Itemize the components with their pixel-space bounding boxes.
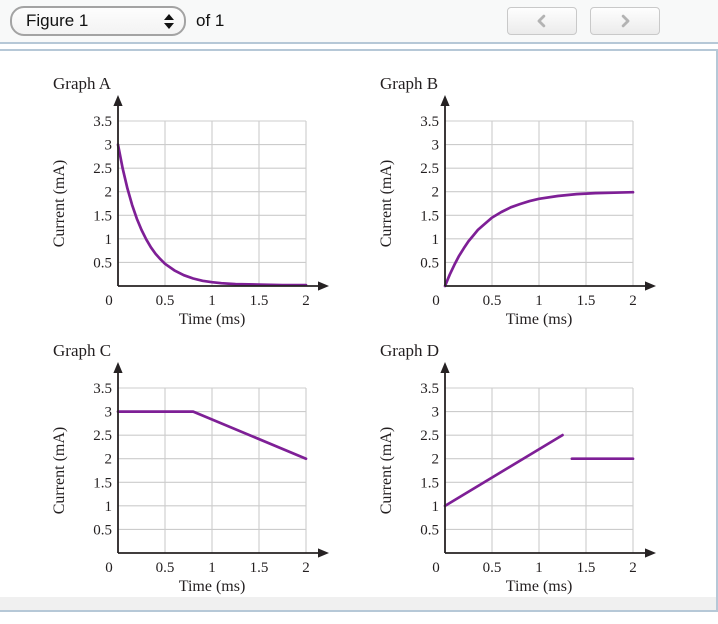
figure-panel: 0.5 1 1.5 2 2.5 3 3.5 0.5 1 1.5 2 0 Graph A Time (ms)…: [0, 49, 718, 612]
graph-a-origin-label: 0: [105, 293, 113, 309]
graph-a-title: Graph A: [53, 74, 112, 93]
figure-toolbar: Figure 1 of 1: [0, 0, 718, 44]
graph-b-curve-1: [443, 190, 635, 288]
graph-d-chart: 0.5 1 1.5 2 2.5 3 3.5 0.5 1 1.5 2 0 Graph D Time (ms)…: [378, 341, 656, 595]
graph-d-ytick-label: 3: [432, 405, 440, 421]
x-axis-arrow-icon: [318, 281, 329, 291]
graph-d-ytick-label: 3.5: [420, 381, 439, 397]
graph-b-xtick-label: 1.5: [577, 293, 596, 309]
next-figure-button[interactable]: [590, 7, 660, 35]
figure-count-label: of 1: [196, 11, 225, 30]
graph-b-ytick-label: 2.5: [420, 161, 439, 177]
figure-selector[interactable]: Figure 1: [10, 6, 186, 36]
graph-a-chart: 0.5 1 1.5 2 2.5 3 3.5 0.5 1 1.5 2 0 Graph A Time (ms)…: [51, 74, 329, 328]
graph-a-xtick-label: 0.5: [156, 293, 175, 309]
x-axis-arrow-icon: [645, 548, 656, 558]
graph-b-xtick-label: 0.5: [483, 293, 502, 309]
graph-b-ytick-label: 3.5: [420, 114, 439, 130]
graph-c-xtick-label: 2: [302, 560, 310, 576]
graph-c-xtick-label: 0.5: [156, 560, 175, 576]
graph-d-ytick-label: 2: [432, 452, 440, 468]
graph-b-xtick-label: 1: [535, 293, 543, 309]
graph-c-origin-label: 0: [105, 560, 113, 576]
graph-a-ytick-label: 1.5: [93, 208, 112, 224]
graph-c-ytick-label: 0.5: [93, 522, 112, 538]
graph-c-xlabel: Time (ms): [179, 578, 246, 595]
graph-c-ytick-label: 1: [105, 499, 113, 515]
graph-d-title: Graph D: [380, 341, 439, 360]
graph-b-ytick-label: 0.5: [420, 255, 439, 271]
y-axis-arrow-icon: [440, 95, 450, 106]
graph-d-curve-1: [443, 433, 564, 508]
graph-c-ytick-label: 1.5: [93, 475, 112, 491]
graph-d-ytick-label: 0.5: [420, 522, 439, 538]
graph-b-chart: 0.5 1 1.5 2 2.5 3 3.5 0.5 1 1.5 2 0 Graph B Time (ms)…: [378, 74, 656, 328]
chevron-right-icon: [621, 14, 630, 28]
graph-a-xtick-label: 2: [302, 293, 310, 309]
graph-d-ytick-label: 2.5: [420, 428, 439, 444]
graph-c-ylabel: Current (mA): [51, 427, 68, 515]
graph-b-ytick-label: 1: [432, 232, 440, 248]
graph-a-xtick-label: 1.5: [250, 293, 269, 309]
graph-c-xtick-label: 1.5: [250, 560, 269, 576]
graph-a-ytick-label: 2.5: [93, 161, 112, 177]
graph-a-ytick-label: 0.5: [93, 255, 112, 271]
figure-nav: [507, 7, 660, 35]
up-arrow-icon: [164, 13, 174, 20]
x-axis-arrow-icon: [318, 548, 329, 558]
graph-a-ytick-label: 3: [105, 138, 113, 154]
chevron-left-icon: [537, 14, 546, 28]
previous-figure-button[interactable]: [507, 7, 577, 35]
graph-b-ytick-label: 3: [432, 138, 440, 154]
graph-d-xtick-label: 2: [629, 560, 637, 576]
graph-c-ytick-label: 3.5: [93, 381, 112, 397]
graph-c-xtick-label: 1: [208, 560, 216, 576]
graph-a-xtick-label: 1: [208, 293, 216, 309]
graph-a-ytick-label: 2: [105, 185, 113, 201]
graph-c-title: Graph C: [53, 341, 111, 360]
graph-a-ylabel: Current (mA): [51, 160, 68, 248]
graph-b-title: Graph B: [380, 74, 438, 93]
x-axis-arrow-icon: [645, 281, 656, 291]
graph-d-ytick-label: 1: [432, 499, 440, 515]
graph-c-ytick-label: 2.5: [93, 428, 112, 444]
graph-d-ylabel: Current (mA): [378, 427, 395, 515]
graph-a-ytick-label: 3.5: [93, 114, 112, 130]
figure-footer-strip: [0, 597, 716, 610]
toolbar-panel-divider: [0, 44, 718, 49]
graph-d-xtick-label: 1.5: [577, 560, 596, 576]
graph-c-curve-1: [116, 410, 308, 461]
graph-d-xlabel: Time (ms): [506, 578, 573, 595]
graph-b-xlabel: Time (ms): [506, 311, 573, 328]
figure-selector-value: Figure 1: [26, 11, 89, 30]
graph-a-curve-1: [116, 143, 308, 287]
graph-b-ytick-label: 1.5: [420, 208, 439, 224]
graph-d-origin-label: 0: [432, 560, 440, 576]
y-axis-arrow-icon: [113, 362, 123, 373]
graph-d-ytick-label: 1.5: [420, 475, 439, 491]
graph-a-xlabel: Time (ms): [179, 311, 246, 328]
y-axis-arrow-icon: [113, 95, 123, 106]
graph-b-ytick-label: 2: [432, 185, 440, 201]
graph-b-ylabel: Current (mA): [378, 160, 395, 248]
graph-c-ytick-label: 3: [105, 405, 113, 421]
graph-d-xtick-label: 0.5: [483, 560, 502, 576]
graph-d-xtick-label: 1: [535, 560, 543, 576]
graph-c-ytick-label: 2: [105, 452, 113, 468]
up-down-stepper-icon: [164, 13, 174, 29]
graph-b-xtick-label: 2: [629, 293, 637, 309]
graph-c-chart: 0.5 1 1.5 2 2.5 3 3.5 0.5 1 1.5 2 0 Graph C Time (ms)…: [51, 341, 329, 595]
charts-grid: 0.5 1 1.5 2 2.5 3 3.5 0.5 1 1.5 2 0 Graph A Time (ms)…: [0, 51, 716, 597]
graph-a-ytick-label: 1: [105, 232, 113, 248]
graph-b-origin-label: 0: [432, 293, 440, 309]
down-arrow-icon: [164, 22, 174, 29]
y-axis-arrow-icon: [440, 362, 450, 373]
